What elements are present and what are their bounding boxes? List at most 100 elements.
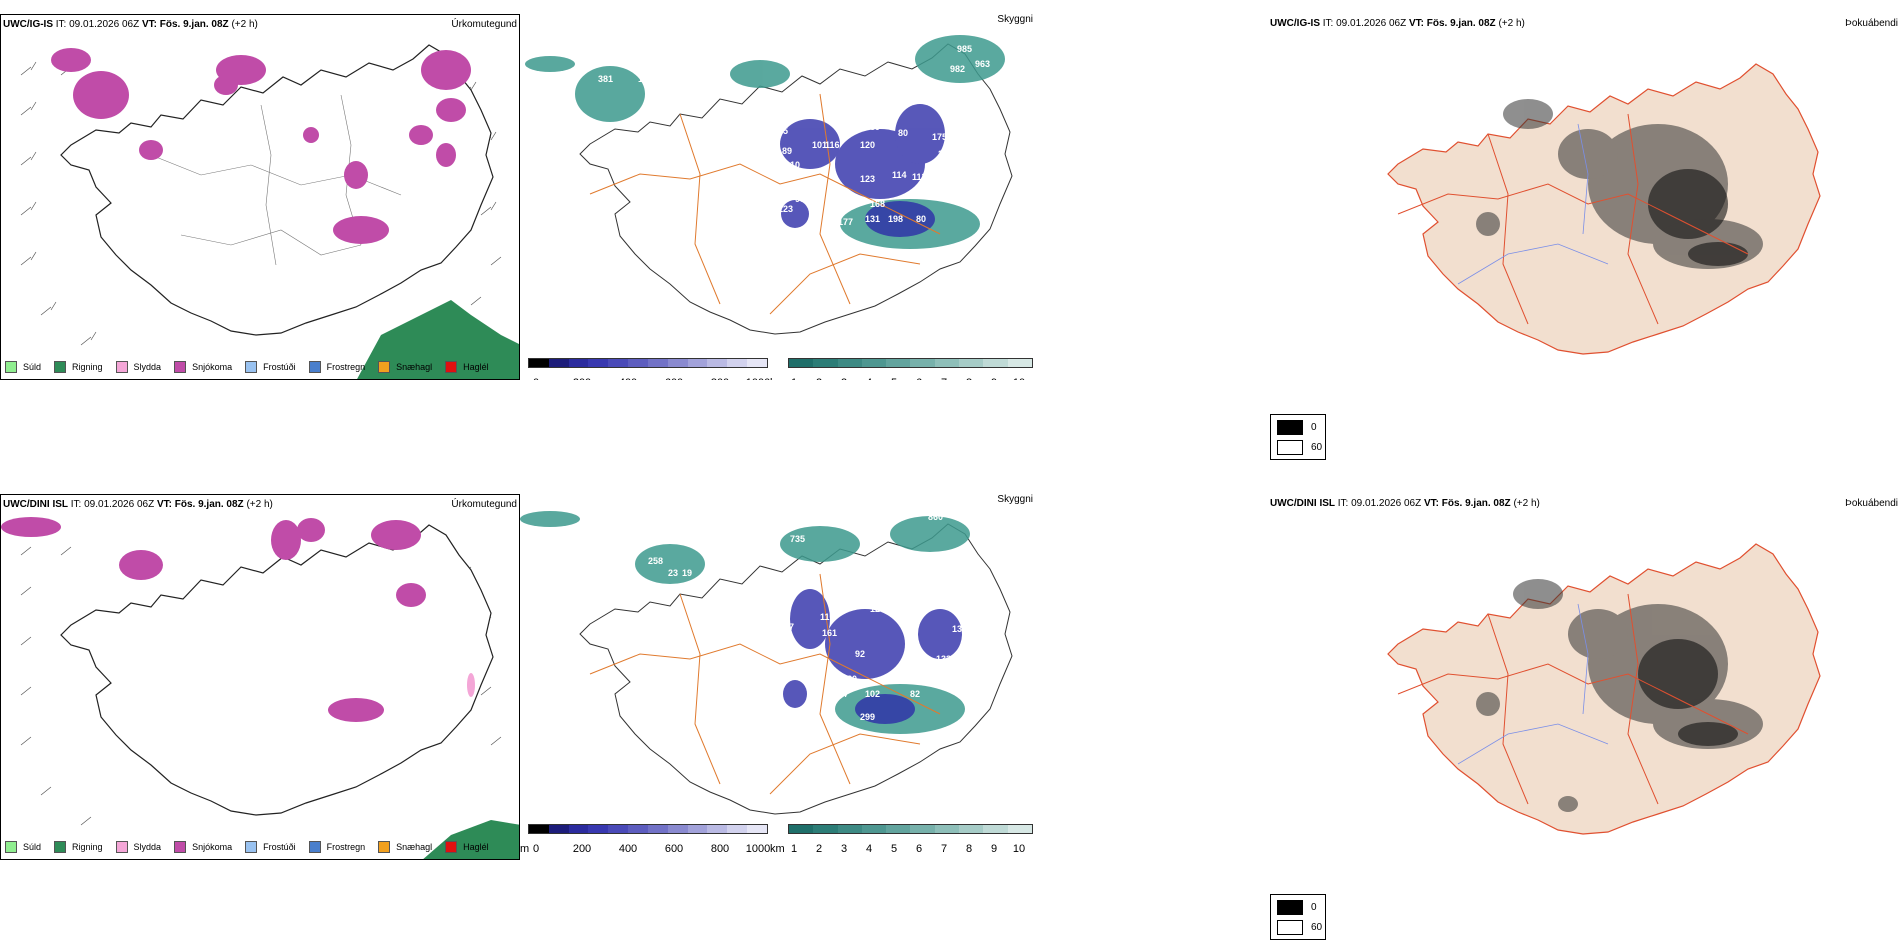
visibility-color-step	[934, 825, 960, 833]
legend-item: Súld	[5, 841, 41, 853]
ceiling-tick: 600	[664, 843, 684, 855]
ceiling-tick: 600	[665, 377, 683, 380]
ceiling-color-step	[568, 359, 589, 367]
legend-swatch	[445, 841, 458, 853]
panel-title: UWC/IG-IS IT: 09.01.2026 06Z VT: Fös. 9.…	[1270, 18, 1525, 29]
precip-map	[1, 517, 519, 859]
legend-swatch	[5, 841, 17, 853]
visibility-color-step	[959, 359, 984, 367]
cloud-panel-row2: Skyggni 258 23 19 993 735 809	[520, 494, 1035, 860]
legend-item: Frostregn	[308, 361, 365, 373]
legend-item: Rigning	[54, 361, 103, 373]
visibility-color-step	[837, 825, 862, 833]
rain-area	[357, 300, 519, 379]
visibility-tick: 7	[941, 377, 947, 380]
panel-title: UWC/IG-IS IT: 09.01.2026 06Z VT: Fös. 9.…	[3, 19, 258, 30]
visibility-tick: 6	[916, 377, 922, 380]
legend-item: Snæhagl	[378, 361, 432, 373]
visibility-color-step	[886, 359, 911, 367]
visibility-tick: 1	[790, 843, 798, 855]
visibility-tick: 7	[940, 843, 948, 855]
ceiling-tick: 1000	[746, 377, 770, 380]
ceiling-color-step	[667, 825, 688, 833]
legend-swatch	[115, 361, 128, 373]
fog-map	[1387, 63, 1821, 355]
legend-item: Slydda	[115, 361, 161, 373]
ceiling-color-step	[687, 359, 708, 367]
legend-swatch	[174, 841, 187, 853]
legend-swatch	[115, 841, 128, 853]
visibility-tick: 4	[866, 377, 872, 380]
visibility-tick: 9	[990, 843, 998, 855]
ceiling-colorbar: m 0 200 400 600 800 1000	[520, 358, 770, 380]
ceiling-color-step	[608, 825, 629, 833]
visibility-tick: 6	[915, 843, 923, 855]
cloud-panel-row1: Skyggni 381 129 120 85 89 10 1	[520, 14, 1035, 380]
ceiling-color-step	[529, 359, 549, 367]
visibility-color-step	[910, 359, 935, 367]
precip-type-title: Úrkomutegund	[451, 19, 517, 30]
visibility-color-step	[837, 359, 862, 367]
fog-panel-row2: UWC/DINI ISL IT: 09.01.2026 06Z VT: Fös.…	[1268, 494, 1900, 860]
fog-swatch-black	[1277, 900, 1303, 915]
ceiling-color-step	[747, 825, 767, 833]
legend-item: Haglél	[445, 841, 489, 853]
legend-swatch	[308, 841, 321, 853]
visibility-color-step	[934, 359, 960, 367]
snow-areas	[51, 48, 471, 244]
fog-legend-row1: 0 60	[1270, 414, 1326, 460]
visibility-tick: 2	[816, 377, 822, 380]
ceiling-color-step	[707, 359, 728, 367]
legend-item: Snæhagl	[378, 841, 432, 853]
legend-item: Snjókoma	[174, 361, 232, 373]
visibility-title: Skyggni	[997, 14, 1033, 25]
ceiling-color-step	[647, 825, 668, 833]
visibility-tick: 5	[891, 377, 897, 380]
visibility-tick: 1	[791, 377, 797, 380]
precip-panel-row1: UWC/IG-IS IT: 09.01.2026 06Z VT: Fös. 9.…	[0, 14, 520, 380]
ceiling-tick: 0	[533, 377, 539, 380]
visibility-color-step	[910, 825, 935, 833]
ceiling-color-step	[568, 825, 589, 833]
visibility-tick: 4	[865, 843, 873, 855]
ceiling-color-step	[667, 359, 688, 367]
ceiling-tick: 0	[532, 843, 540, 855]
ceiling-color-step	[588, 825, 609, 833]
ceiling-color-step	[628, 359, 648, 367]
ceiling-tick: 400	[619, 377, 637, 380]
ceiling-tick: 1000	[745, 843, 771, 855]
visibility-tick: 10	[1013, 377, 1025, 380]
visibility-color-step	[886, 825, 911, 833]
visibility-tick: 9	[991, 377, 997, 380]
fog-panel-row1: UWC/IG-IS IT: 09.01.2026 06Z VT: Fös. 9.…	[1268, 14, 1900, 380]
visibility-tick: 8	[965, 843, 973, 855]
visibility-title: Skyggni	[997, 494, 1033, 505]
snow-areas	[1, 517, 426, 722]
fog-legend-row2: 0 60	[1270, 894, 1326, 940]
legend-swatch	[245, 361, 258, 373]
cloud-height-labels: 381 129 120 85 89 10 101 116 120 89 167 …	[598, 44, 991, 227]
ceiling-color-step	[588, 359, 609, 367]
legend-swatch	[445, 361, 458, 373]
legend-item: Snjókoma	[174, 841, 232, 853]
fog-swatch-white	[1277, 440, 1303, 455]
visibility-tick: 3	[840, 843, 848, 855]
ceiling-tick: 800	[710, 843, 730, 855]
ceiling-color-step	[747, 359, 767, 367]
visibility-tick: 10	[1012, 843, 1026, 855]
cloud-height-labels: 258 23 19 993 735 809 860 785 987 904 91…	[648, 498, 981, 722]
legend-item: Frostúði	[245, 361, 296, 373]
fog-title: Þokuábendi	[1845, 18, 1898, 29]
ceiling-unit: m	[520, 377, 529, 380]
ceiling-colorbar: m 0 200 400 600 800 1000	[520, 824, 770, 858]
ceiling-color-step	[548, 825, 569, 833]
visibility-color-step	[983, 359, 1008, 367]
fog-swatch-white	[1277, 920, 1303, 935]
fog-swatch-black	[1277, 420, 1303, 435]
visibility-color-step	[983, 825, 1008, 833]
ceiling-tick: 800	[711, 377, 729, 380]
legend-swatch	[245, 841, 258, 853]
ceiling-color-step	[529, 825, 549, 833]
visibility-color-step	[959, 825, 984, 833]
legend-swatch	[378, 361, 391, 373]
